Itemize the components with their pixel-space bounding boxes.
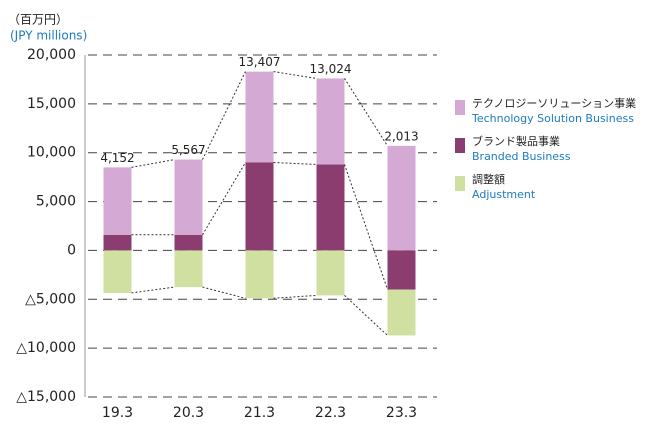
y-tick-label: 5,000 (36, 194, 76, 210)
connector (202, 71, 246, 160)
total-label: 13,024 (310, 62, 352, 76)
legend-label: 調整額 (472, 172, 505, 186)
connector (273, 294, 317, 299)
y-tick-label: 20,000 (27, 47, 76, 63)
connector (202, 162, 246, 236)
y-tick-label: 10,000 (27, 145, 76, 161)
total-label: 4,152 (100, 151, 134, 165)
legend-swatch (455, 176, 465, 191)
unit-label-en: (JPY millions) (10, 29, 87, 43)
legend-label-en: Adjustment (472, 188, 536, 201)
connector (344, 295, 388, 336)
bar-segment (245, 71, 274, 163)
legend-label: テクノロジーソリューション事業 (472, 97, 636, 110)
total-label: 5,567 (171, 143, 205, 157)
bar-segment (316, 250, 345, 296)
x-tick-label: 22.3 (315, 405, 346, 421)
bar-segment (103, 234, 132, 251)
bar-segment (245, 162, 274, 251)
y-tick-label: △15,000 (16, 389, 76, 405)
bar-segment (174, 159, 203, 235)
bar-segment (103, 167, 132, 235)
y-tick-label: 15,000 (27, 96, 76, 112)
legend-swatch (455, 100, 465, 115)
y-tick-label: △5,000 (25, 291, 76, 307)
connector (344, 78, 388, 147)
connector (344, 164, 388, 290)
bar-segment (174, 234, 203, 251)
connector (131, 286, 175, 294)
legend-label-en: Branded Business (472, 150, 571, 163)
connector (273, 161, 317, 165)
bar-segment (387, 289, 416, 336)
bar-segment (387, 250, 416, 290)
bar-segment (316, 164, 345, 251)
bar-segment (245, 250, 274, 299)
x-tick-label: 21.3 (244, 405, 275, 421)
x-tick-label: 23.3 (386, 405, 417, 421)
x-tick-label: 19.3 (102, 405, 133, 421)
legend-label: ブランド製品事業 (472, 134, 560, 148)
legend-swatch (455, 138, 465, 153)
y-tick-label: △10,000 (16, 340, 76, 356)
total-label: 2,013 (384, 129, 418, 143)
connector (202, 286, 246, 299)
bar-segment (387, 145, 416, 251)
bar-segment (174, 250, 203, 288)
connector (273, 71, 317, 79)
connector (131, 159, 175, 168)
bar-segment (103, 250, 132, 293)
bar-segment (316, 78, 345, 165)
total-label: 13,407 (239, 55, 281, 69)
x-tick-label: 20.3 (173, 405, 204, 421)
legend-label-en: Technology Solution Business (471, 112, 634, 125)
y-tick-label: 0 (67, 242, 76, 258)
unit-label: （百万円） (8, 13, 68, 27)
